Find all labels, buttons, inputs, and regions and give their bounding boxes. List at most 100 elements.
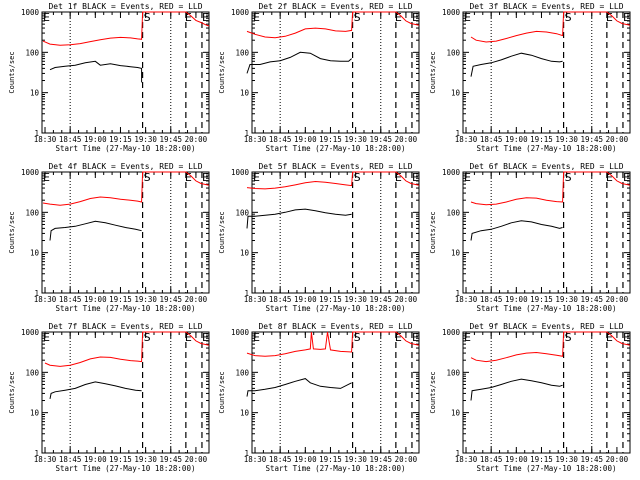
x-tick-label: 20:00 <box>395 295 418 304</box>
x-tick-label: 19:30 <box>134 455 157 464</box>
event-marker-label: E <box>623 331 630 344</box>
x-tick-label: 19:30 <box>344 455 367 464</box>
series-line <box>246 11 420 39</box>
x-tick-label: 19:30 <box>134 295 157 304</box>
y-axis-label: Counts/sec <box>8 211 16 253</box>
y-tick-label: 1 <box>34 289 39 298</box>
x-tick-label: 19:00 <box>294 455 317 464</box>
y-tick-label: 1 <box>455 449 460 458</box>
x-axis-label: Start Time (27-May-10 18:28:00) <box>477 464 617 473</box>
x-tick-label: 19:00 <box>84 295 107 304</box>
y-axis-label: Counts/sec <box>218 371 226 413</box>
x-axis-label: Start Time (27-May-10 18:28:00) <box>477 304 617 313</box>
y-tick-label: 100 <box>25 208 39 217</box>
event-marker-label: S <box>354 331 361 344</box>
x-tick-label: 18:30 <box>455 455 478 464</box>
y-tick-label: 100 <box>446 48 460 57</box>
event-marker-label: S <box>565 11 572 24</box>
x-tick-label: 19:45 <box>159 135 182 144</box>
x-tick-label: 19:30 <box>134 135 157 144</box>
event-marker-label: E <box>43 331 50 344</box>
event-marker-label: E <box>202 331 209 344</box>
panel: Det 4f BLACK = Events, RED = LLD 1 10 100 10… <box>8 162 210 313</box>
y-tick-label: 100 <box>235 208 249 217</box>
event-marker-label: S <box>354 171 361 184</box>
x-tick-label: 19:15 <box>530 295 553 304</box>
x-axis-label: Start Time (27-May-10 18:28:00) <box>56 464 196 473</box>
plot-frame <box>462 171 631 294</box>
x-tick-label: 20:00 <box>395 135 418 144</box>
event-marker-label: E <box>412 171 419 184</box>
event-marker-label: E <box>185 11 192 24</box>
x-tick-label: 19:00 <box>84 135 107 144</box>
x-tick-label: 18:45 <box>269 455 292 464</box>
y-tick-label: 100 <box>446 208 460 217</box>
series-line <box>470 171 631 206</box>
x-tick-label: 18:45 <box>59 455 82 464</box>
series-line <box>470 11 631 43</box>
event-marker-label: E <box>43 171 50 184</box>
event-marker-label: E <box>606 11 613 24</box>
x-tick-label: 19:00 <box>505 455 528 464</box>
event-marker-label: E <box>395 11 402 24</box>
x-tick-label: 18:45 <box>269 295 292 304</box>
series-line <box>246 208 352 229</box>
event-marker-label: E <box>412 331 419 344</box>
event-marker-label: E <box>395 331 402 344</box>
chart-title: Det 5f BLACK = Events, RED = LLD <box>258 162 412 171</box>
x-tick-label: 19:15 <box>319 135 342 144</box>
y-tick-label: 100 <box>25 48 39 57</box>
series-line <box>44 331 210 367</box>
y-tick-label: 1 <box>34 449 39 458</box>
chart-title: Det 2f BLACK = Events, RED = LLD <box>258 2 412 11</box>
plot-frame <box>462 331 631 454</box>
y-axis-label: Counts/sec <box>8 371 16 413</box>
event-marker-label: S <box>144 11 151 24</box>
x-tick-label: 19:30 <box>344 135 367 144</box>
event-marker-label: S <box>144 331 151 344</box>
x-axis-label: Start Time (27-May-10 18:28:00) <box>477 144 617 153</box>
series-line <box>49 381 142 399</box>
series-line <box>246 378 352 397</box>
event-marker-label: E <box>464 11 471 24</box>
y-tick-label: 1000 <box>21 328 40 337</box>
y-tick-label: 10 <box>451 89 461 98</box>
x-tick-label: 19:45 <box>369 455 392 464</box>
y-tick-label: 1000 <box>231 168 250 177</box>
x-tick-label: 19:15 <box>319 295 342 304</box>
x-tick-label: 18:30 <box>244 135 267 144</box>
y-tick-label: 1000 <box>442 328 461 337</box>
event-marker-label: E <box>412 11 419 24</box>
x-tick-label: 18:30 <box>34 295 57 304</box>
x-tick-label: 19:15 <box>109 455 132 464</box>
y-axis-label: Counts/sec <box>429 371 437 413</box>
x-tick-label: 19:00 <box>505 295 528 304</box>
event-marker-label: E <box>464 171 471 184</box>
y-tick-label: 10 <box>30 409 40 418</box>
panel: Det 5f BLACK = Events, RED = LLD 1 10 100 10… <box>218 162 420 313</box>
chart-title: Det 8f BLACK = Events, RED = LLD <box>258 322 412 331</box>
y-axis-label: Counts/sec <box>429 51 437 93</box>
y-axis-label: Counts/sec <box>429 211 437 253</box>
panel: Det 8f BLACK = Events, RED = LLD 1 10 100 10… <box>218 322 420 473</box>
x-tick-label: 19:15 <box>319 455 342 464</box>
event-marker-label: E <box>202 171 209 184</box>
panel: Det 1f BLACK = Events, RED = LLD 1 10 100 10… <box>8 2 210 153</box>
y-tick-label: 10 <box>451 409 461 418</box>
y-tick-label: 1 <box>34 129 39 138</box>
series-line <box>49 220 142 241</box>
x-tick-label: 18:30 <box>455 295 478 304</box>
x-tick-label: 20:00 <box>606 455 629 464</box>
x-tick-label: 18:30 <box>34 455 57 464</box>
event-marker-label: E <box>253 11 260 24</box>
x-tick-label: 18:30 <box>244 455 267 464</box>
x-tick-label: 19:45 <box>580 135 603 144</box>
x-tick-label: 19:45 <box>580 455 603 464</box>
plot-frame <box>41 171 210 294</box>
panel: Det 3f BLACK = Events, RED = LLD 1 10 100 10… <box>429 2 631 153</box>
x-tick-label: 18:30 <box>455 135 478 144</box>
x-tick-label: 20:00 <box>606 295 629 304</box>
x-tick-label: 18:45 <box>480 295 503 304</box>
event-marker-label: E <box>185 171 192 184</box>
